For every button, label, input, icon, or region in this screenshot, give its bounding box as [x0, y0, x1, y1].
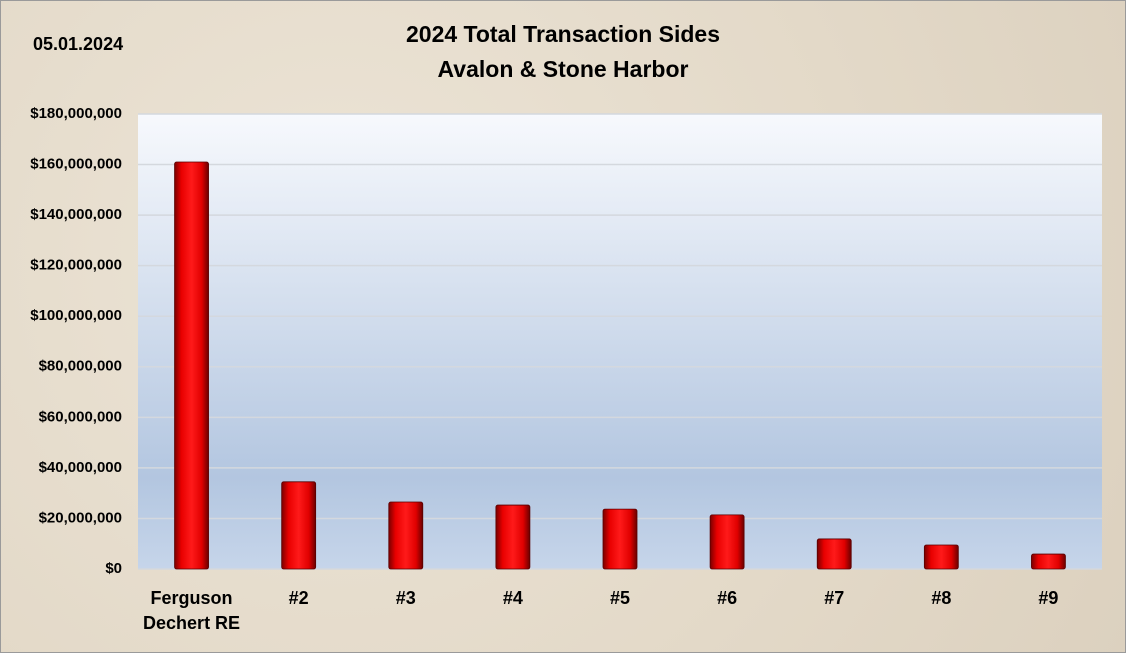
y-tick-label: $160,000,000 — [30, 156, 122, 173]
bar — [281, 481, 317, 570]
x-tick-label: #5 — [609, 588, 631, 608]
y-tick-label: $120,000,000 — [30, 257, 122, 274]
y-tick-label: $0 — [105, 560, 122, 577]
x-tick-label: #6 — [717, 588, 738, 608]
x-tick-label: #9 — [1038, 588, 1059, 608]
bar — [388, 501, 424, 570]
chart-subtitle: Avalon & Stone Harbor — [438, 56, 689, 82]
chart-title: 2024 Total Transaction Sides — [406, 21, 720, 47]
y-tick-label: $180,000,000 — [30, 105, 122, 122]
bar — [923, 544, 959, 570]
y-tick-label: $20,000,000 — [39, 509, 122, 526]
x-tick-label: #4 — [502, 588, 523, 608]
date-annotation: 05.01.2024 — [33, 34, 123, 54]
x-tick-label: Ferguson Dechert RE — [143, 588, 241, 633]
bar — [1031, 553, 1066, 570]
y-tick-label: $80,000,000 — [39, 358, 122, 375]
bar — [816, 538, 852, 570]
x-tick-label: #7 — [824, 588, 845, 608]
bar — [495, 504, 531, 570]
bar — [602, 508, 638, 570]
x-tick-label: #8 — [931, 588, 952, 608]
bar — [174, 161, 209, 570]
y-tick-label: $140,000,000 — [30, 206, 122, 223]
x-tick-label: #3 — [395, 588, 416, 608]
x-tick-label: #2 — [288, 588, 309, 608]
bar — [709, 514, 745, 570]
y-tick-label: $100,000,000 — [30, 307, 122, 324]
y-tick-label: $40,000,000 — [39, 459, 122, 476]
y-tick-label: $60,000,000 — [39, 408, 122, 425]
